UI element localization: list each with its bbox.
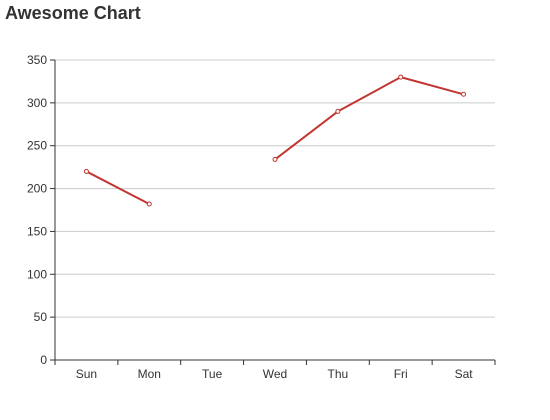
- y-tick-label: 50: [34, 310, 48, 324]
- data-point-mon[interactable]: [146, 201, 152, 207]
- x-tick-label-wed: Wed: [263, 367, 287, 381]
- y-tick-label: 250: [27, 139, 47, 153]
- y-tick-label: 200: [27, 182, 47, 196]
- y-tick-label: 150: [27, 224, 47, 238]
- series-line: [85, 76, 465, 205]
- data-point-thu[interactable]: [335, 108, 341, 114]
- x-tick-label-tue: Tue: [202, 367, 223, 381]
- data-point-sun[interactable]: [83, 168, 89, 174]
- y-axis: 0 50 100 150 200 250 300 350: [27, 53, 56, 367]
- y-tick-label: 350: [27, 53, 47, 67]
- series-segment-fri-sat: [399, 76, 465, 96]
- x-tick-label-thu: Thu: [328, 367, 349, 381]
- series-segment-sun-mon: [85, 170, 151, 205]
- data-point-sat[interactable]: [461, 91, 467, 97]
- chart-title: Awesome Chart: [5, 3, 141, 23]
- grid-lines: [55, 59, 495, 318]
- y-tick-label: 100: [27, 267, 47, 281]
- series-segment-wed-thu: [274, 110, 339, 161]
- data-point-fri[interactable]: [398, 74, 404, 80]
- x-tick-label-sat: Sat: [455, 367, 474, 381]
- series-points: [83, 74, 467, 207]
- x-tick-label-fri: Fri: [394, 367, 408, 381]
- series-segment-thu-fri: [336, 76, 402, 113]
- data-point-wed[interactable]: [272, 156, 278, 162]
- y-tick-label: 300: [27, 96, 47, 110]
- y-tick-label: 0: [40, 353, 47, 367]
- x-tick-label-mon: Mon: [138, 367, 161, 381]
- x-axis: Sun Mon Tue Wed Thu Fri Sat: [54, 359, 496, 381]
- x-tick-label-sun: Sun: [76, 367, 97, 381]
